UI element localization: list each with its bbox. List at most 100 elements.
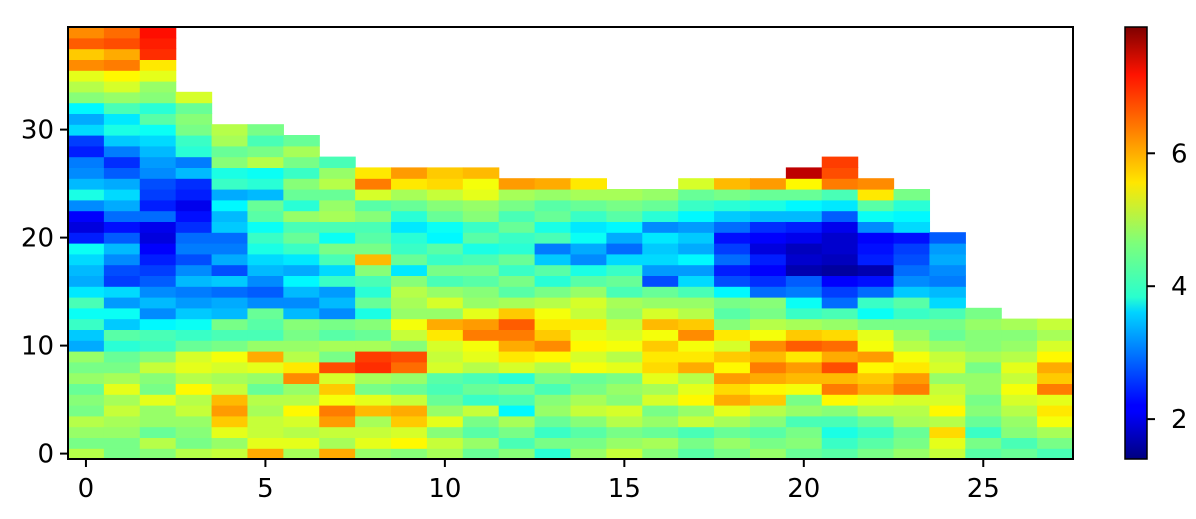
heatmap-cell	[785, 167, 823, 179]
heatmap-cell	[606, 253, 643, 266]
heatmap-cell	[965, 372, 1002, 384]
heatmap-cell	[570, 232, 607, 244]
heatmap-cell	[570, 361, 607, 374]
x-axis: 0 5 10 15 20 25	[78, 459, 1000, 504]
heatmap-cell	[139, 426, 177, 438]
heatmap-cell	[821, 221, 859, 233]
heatmap-cell	[570, 275, 607, 287]
heatmap-cell	[355, 178, 392, 190]
heatmap-cell	[175, 329, 213, 341]
heatmap-cell	[857, 307, 895, 320]
heatmap-cell	[319, 286, 356, 298]
heatmap-cell	[355, 264, 392, 276]
heatmap-cell	[68, 167, 105, 179]
heatmap-cell	[714, 372, 751, 384]
heatmap-cell	[283, 156, 320, 168]
heatmap-cell	[103, 426, 141, 438]
heatmap-cell	[247, 264, 284, 276]
heatmap-cell	[678, 297, 715, 309]
heatmap-cell	[103, 232, 141, 244]
heatmap-cell	[1001, 415, 1038, 428]
heatmap-cell	[68, 253, 105, 266]
heatmap-cell	[857, 253, 895, 266]
heatmap-cell	[642, 448, 679, 460]
heatmap-cell	[355, 329, 392, 341]
heatmap-cell	[283, 437, 320, 449]
heatmap-cell	[534, 437, 572, 449]
heatmap-cell	[749, 253, 787, 266]
heatmap-cell	[283, 253, 320, 266]
heatmap-cell	[462, 318, 500, 330]
heatmap-cell	[462, 372, 500, 384]
heatmap-cell	[391, 426, 428, 438]
heatmap-cell	[247, 448, 284, 460]
heatmap-cell	[1037, 329, 1074, 341]
heatmap-cell	[247, 167, 284, 179]
heatmap-cell	[749, 437, 787, 449]
heatmap-cell	[642, 426, 679, 438]
heatmap-cell	[462, 275, 500, 287]
heatmap-cell	[462, 232, 500, 244]
heatmap-cell	[139, 351, 177, 363]
heatmap-cell	[642, 394, 679, 406]
heatmap-cell	[498, 383, 536, 395]
heatmap-cell	[785, 415, 823, 428]
heatmap-cell	[821, 405, 859, 417]
heatmap-cell	[570, 329, 607, 341]
heatmap-cell	[1037, 405, 1074, 417]
heatmap-cell	[211, 167, 249, 179]
heatmap-cell	[426, 361, 464, 374]
heatmap-cell	[749, 221, 787, 233]
heatmap-cell	[606, 243, 643, 255]
heatmap-cell	[68, 232, 105, 244]
heatmap-cell	[175, 426, 213, 438]
heatmap-cell	[211, 199, 249, 212]
heatmap-cell	[462, 210, 500, 222]
heatmap-cell	[426, 394, 464, 406]
heatmap-cell	[534, 297, 572, 309]
heatmap-cell	[929, 361, 966, 374]
heatmap-cell	[714, 448, 751, 460]
heatmap-cell	[678, 340, 715, 352]
heatmap-cell	[319, 426, 356, 438]
heatmap-cell	[642, 189, 679, 201]
heatmap-cell	[714, 199, 751, 212]
heatmap-cell	[893, 426, 931, 438]
heatmap-cell	[247, 210, 284, 222]
heatmap-cell	[821, 340, 859, 352]
heatmap-cell	[678, 426, 715, 438]
heatmap-cell	[462, 199, 500, 212]
heatmap-cell	[570, 351, 607, 363]
heatmap-cell	[678, 361, 715, 374]
heatmap-cell	[426, 243, 464, 255]
heatmap-cell	[714, 361, 751, 374]
heatmap-cell	[139, 329, 177, 341]
heatmap-cell	[498, 437, 536, 449]
heatmap-cell	[247, 275, 284, 287]
heatmap-cell	[175, 405, 213, 417]
heatmap-cell	[103, 27, 141, 39]
heatmap-cell	[498, 351, 536, 363]
heatmap-cell	[319, 405, 356, 417]
heatmap-cell	[175, 178, 213, 190]
heatmap-cell	[606, 275, 643, 287]
heatmap-cell	[103, 437, 141, 449]
heatmap-cell	[570, 178, 607, 190]
heatmap-cell	[714, 426, 751, 438]
heatmap-cell	[606, 221, 643, 233]
heatmap-cell	[749, 243, 787, 255]
heatmap-cell	[319, 156, 356, 168]
heatmap-cell	[606, 297, 643, 309]
heatmap-cell	[391, 318, 428, 330]
heatmap-cell	[857, 426, 895, 438]
heatmap-cell	[857, 210, 895, 222]
heatmap-cell	[606, 232, 643, 244]
heatmap-cell	[714, 264, 751, 276]
heatmap-cell	[103, 253, 141, 266]
heatmap-cell	[211, 307, 249, 320]
heatmap-cell	[211, 448, 249, 460]
heatmap-cell	[462, 221, 500, 233]
heatmap-cell	[175, 415, 213, 428]
heatmap-cell	[175, 253, 213, 266]
heatmap-cell	[103, 448, 141, 460]
